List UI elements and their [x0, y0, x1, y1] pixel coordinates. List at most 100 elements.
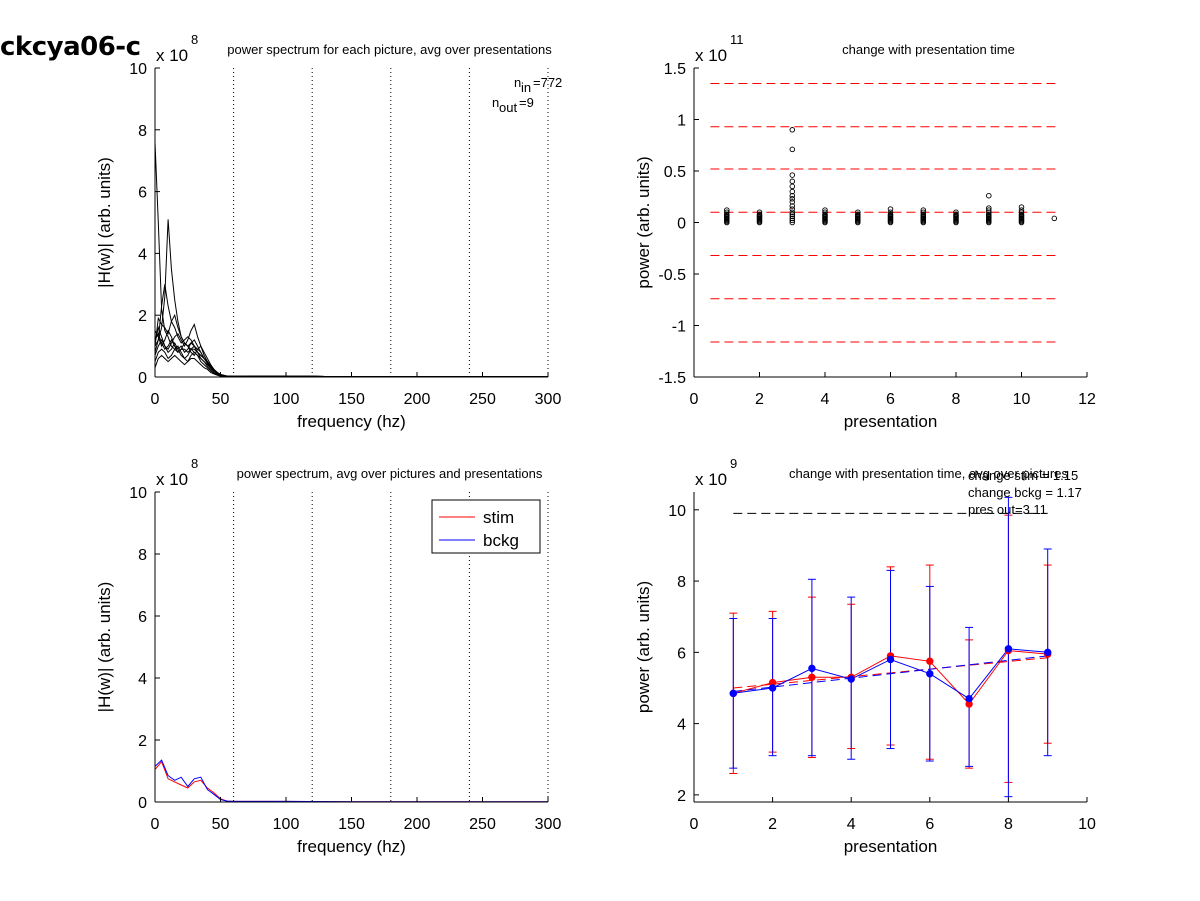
spectrum-line-3	[154, 313, 548, 378]
x-tick-label: 250	[469, 816, 496, 833]
data-point	[789, 209, 796, 215]
x-tick-label: 8	[1004, 816, 1013, 833]
figure-title: ckcya06-c	[0, 32, 141, 62]
y-tick-label: 2	[138, 308, 147, 325]
y-tick-label: 8	[138, 547, 147, 564]
data-point-bckg	[1004, 645, 1013, 653]
n-in-label: n	[514, 75, 521, 90]
x-tick-label: 250	[469, 391, 496, 408]
data-point	[756, 211, 763, 218]
data-point	[789, 211, 796, 218]
x-tick-label: 300	[535, 391, 562, 408]
data-point	[789, 178, 796, 185]
data-point-bckg	[768, 684, 777, 692]
y-axis-exponent: x 10	[156, 470, 188, 489]
x-tick-label: 10	[1078, 816, 1096, 833]
data-point	[953, 211, 959, 218]
n-out-value: =9	[519, 95, 534, 110]
x-tick-label: 100	[273, 391, 300, 408]
data-point-bckg	[808, 664, 816, 673]
n-out-label: n	[492, 95, 499, 110]
change-annotation-0: change stim = 1.15	[968, 468, 1078, 483]
data-point-bckg	[886, 655, 895, 664]
x-axis-label: presentation	[844, 837, 938, 856]
y-tick-label: -1.5	[658, 370, 686, 387]
spectrum-line-1	[154, 219, 548, 378]
y-tick-label: 10	[129, 485, 147, 502]
spectrum-line-2	[154, 284, 548, 378]
spectrum-line-9	[154, 329, 548, 378]
x-tick-label: 4	[847, 816, 856, 833]
data-point	[756, 209, 763, 215]
x-tick-label: 6	[925, 816, 934, 833]
x-axis-label: frequency (hz)	[297, 837, 406, 856]
legend-label-bckg: bckg	[483, 531, 519, 550]
panel-title: change with presentation time, avg over …	[789, 466, 1068, 481]
series-line-stim	[154, 760, 548, 803]
y-tick-label: 2	[138, 733, 147, 750]
y-tick-label: 10	[129, 61, 147, 78]
y-tick-label: 6	[138, 185, 147, 202]
x-tick-label: 50	[212, 391, 230, 408]
data-point	[789, 217, 796, 224]
data-point	[724, 207, 730, 213]
data-point	[724, 209, 730, 215]
data-point-bckg	[926, 670, 934, 678]
data-point	[1018, 204, 1025, 210]
data-point	[1018, 209, 1025, 215]
x-axis-label: presentation	[844, 412, 938, 431]
y-tick-label: 8	[677, 574, 686, 591]
x-axis-label: frequency (hz)	[297, 412, 406, 431]
data-point-bckg	[729, 689, 737, 698]
y-tick-label: -0.5	[658, 267, 686, 284]
data-point	[887, 211, 894, 218]
y-axis-exponent-power: 8	[191, 456, 198, 471]
x-tick-label: 0	[690, 391, 699, 408]
x-tick-label: 0	[151, 816, 160, 833]
data-point	[855, 211, 861, 218]
y-tick-label: 8	[138, 123, 147, 140]
data-point	[855, 209, 861, 215]
y-tick-label: 4	[138, 246, 147, 263]
x-tick-label: 100	[273, 816, 300, 833]
n-in-subscript: in	[521, 80, 531, 95]
legend-label-stim: stim	[483, 508, 514, 527]
y-tick-label: 6	[138, 609, 147, 626]
x-tick-label: 12	[1078, 391, 1096, 408]
data-point	[789, 183, 796, 190]
data-point	[822, 209, 828, 215]
x-tick-label: 50	[212, 816, 230, 833]
x-tick-label: 10	[1013, 391, 1031, 408]
data-point	[789, 172, 796, 178]
data-point	[887, 209, 894, 215]
data-point	[789, 127, 796, 133]
y-tick-label: -1	[672, 319, 686, 336]
y-axis-exponent: x 10	[695, 470, 727, 489]
data-point	[1018, 207, 1025, 213]
y-axis-exponent-power: 9	[730, 456, 737, 471]
panel-power-spectrum-each-picture: 0 50 100 150 200 250 300 0 2 4 6 8 10 frequency (hz) |…	[95, 32, 562, 431]
y-tick-label: 1	[677, 113, 686, 130]
data-point	[986, 205, 992, 211]
data-point	[789, 213, 796, 220]
legend-box	[431, 499, 541, 554]
n-in-value: =772	[533, 75, 562, 90]
x-tick-label: 2	[755, 391, 764, 408]
data-point	[920, 207, 927, 213]
x-tick-label: 200	[404, 816, 431, 833]
data-point	[887, 206, 894, 212]
data-point	[789, 188, 796, 195]
y-tick-label: 0	[138, 795, 147, 812]
y-tick-label: 0	[138, 370, 147, 387]
y-tick-label: 10	[668, 503, 686, 520]
change-annotation-2: pres out=3 11	[968, 502, 1047, 517]
x-tick-label: 0	[151, 391, 160, 408]
panel-power-spectrum-avg: 0 50 100 150 200 250 300 0 2 4 6 8 10 frequency (hz) |…	[95, 456, 561, 856]
series-line-bckg	[154, 759, 548, 803]
x-tick-label: 0	[690, 816, 699, 833]
y-axis-exponent-power: 8	[191, 32, 198, 47]
x-tick-label: 150	[338, 391, 365, 408]
data-point-bckg	[847, 675, 855, 683]
x-tick-label: 4	[821, 391, 830, 408]
